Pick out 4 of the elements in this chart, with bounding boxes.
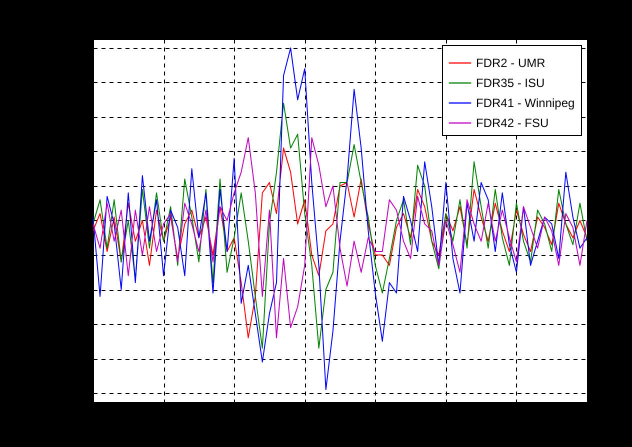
legend-label: FDR41 - Winnipeg: [476, 96, 575, 110]
legend-label: FDR35 - ISU: [476, 76, 545, 90]
legend-label: FDR2 - UMR: [476, 56, 546, 70]
legend-label: FDR42 - FSU: [476, 116, 549, 130]
